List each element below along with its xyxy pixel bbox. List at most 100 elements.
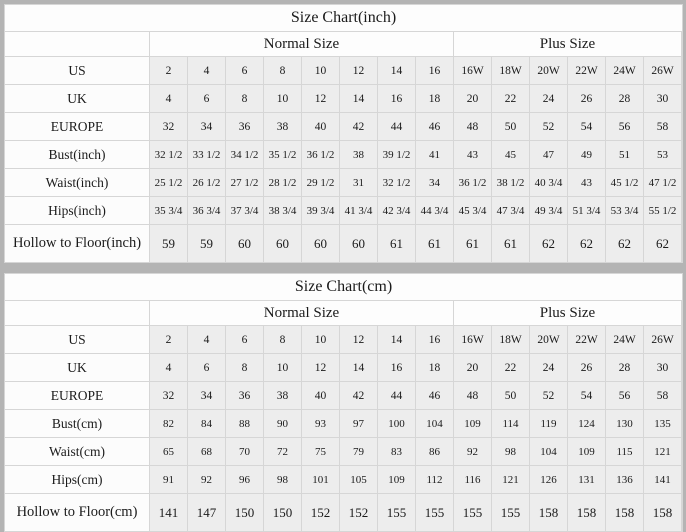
size-value-cell: 150 [263,493,302,532]
size-value-cell: 43 [453,140,492,169]
size-value-cell: 36 3/4 [187,196,226,225]
size-group-header-row: Normal Size Plus Size [4,300,684,326]
size-value-cell: 119 [529,409,568,438]
size-value-cell: 101 [301,465,340,494]
size-value-cell: 45 [491,140,530,169]
size-value-cell: 141 [149,493,188,532]
row-spacer-cell [680,224,684,263]
size-value-cell: 20W [529,325,568,354]
row-spacer-cell [680,493,684,532]
size-value-cell: 37 3/4 [225,196,264,225]
size-value-cell: 46 [415,112,454,141]
size-value-cell: 42 [339,381,378,410]
size-value-cell: 50 [491,381,530,410]
size-value-cell: 112 [415,465,454,494]
size-chart-row: EUROPE 32 34 36 38 40 42 44 46 48 50 52 54 56 58 [4,112,684,141]
size-value-cell: 58 [643,112,682,141]
size-value-cell: 34 [187,112,226,141]
size-value-cell: 62 [529,224,568,263]
size-value-cell: 114 [491,409,530,438]
size-value-cell: 72 [263,437,302,466]
size-value-cell: 6 [225,325,264,354]
size-value-cell: 12 [301,84,340,113]
size-value-cell: 28 [605,353,644,382]
size-value-cell: 50 [491,112,530,141]
row-spacer-cell [680,381,684,410]
row-label: Waist(cm) [4,437,150,466]
size-value-cell: 14 [377,56,416,85]
size-value-cell: 115 [605,437,644,466]
size-chart-table: Size Chart(inch) Normal Size Plus Size US 2 4… [3,4,684,263]
size-value-cell: 42 [339,112,378,141]
size-value-cell: 109 [453,409,492,438]
size-value-cell: 70 [225,437,264,466]
size-value-cell: 16 [415,56,454,85]
row-label: US [4,325,150,354]
size-value-cell: 34 [415,168,454,197]
size-value-cell: 98 [263,465,302,494]
size-value-cell: 26W [643,325,682,354]
row-spacer-cell [680,56,684,85]
size-value-cell: 90 [263,409,302,438]
size-value-cell: 60 [225,224,264,263]
size-value-cell: 20W [529,56,568,85]
size-value-cell: 54 [567,112,606,141]
size-value-cell: 4 [187,325,226,354]
size-value-cell: 36 [225,112,264,141]
size-value-cell: 38 3/4 [263,196,302,225]
row-label: Waist(inch) [4,168,150,197]
size-value-cell: 92 [187,465,226,494]
size-value-cell: 14 [339,353,378,382]
size-value-cell: 10 [301,56,340,85]
size-value-cell: 41 3/4 [339,196,378,225]
size-value-cell: 82 [149,409,188,438]
group-header-blank-cell [4,300,150,326]
row-label: EUROPE [4,112,150,141]
size-value-cell: 56 [605,112,644,141]
size-chart-row: US 2 4 6 8 10 12 14 16 16W 18W 20W 22W 24W 26W [4,56,684,85]
size-value-cell: 35 3/4 [149,196,188,225]
size-value-cell: 24 [529,84,568,113]
size-value-cell: 47 3/4 [491,196,530,225]
size-value-cell: 16 [415,325,454,354]
size-value-cell: 121 [643,437,682,466]
size-value-cell: 24W [605,56,644,85]
row-label: Bust(inch) [4,140,150,169]
size-chart-row: UK 4 6 8 10 12 14 16 18 20 22 24 26 28 30 [4,353,684,382]
row-spacer-cell [680,84,684,113]
size-value-cell: 26 [567,84,606,113]
size-value-cell: 16 [377,84,416,113]
size-value-cell: 155 [377,493,416,532]
size-value-cell: 2 [149,56,188,85]
size-value-cell: 12 [339,325,378,354]
size-value-cell: 20 [453,84,492,113]
size-value-cell: 44 [377,112,416,141]
row-label: Hollow to Floor(inch) [4,224,150,263]
row-label: Hollow to Floor(cm) [4,493,150,532]
size-value-cell: 158 [605,493,644,532]
size-value-cell: 52 [529,381,568,410]
row-spacer-cell [680,409,684,438]
size-value-cell: 14 [377,325,416,354]
size-value-cell: 62 [643,224,682,263]
size-value-cell: 34 [187,381,226,410]
row-spacer-cell [680,325,684,354]
size-value-cell: 100 [377,409,416,438]
size-chart-row: US 2 4 6 8 10 12 14 16 16W 18W 20W 22W 24W 26W [4,325,684,354]
row-spacer-cell [680,168,684,197]
size-value-cell: 28 [605,84,644,113]
size-value-cell: 18 [415,353,454,382]
size-value-cell: 49 [567,140,606,169]
size-value-cell: 51 3/4 [567,196,606,225]
size-group-header: Plus Size [453,300,682,326]
size-chart-row: Bust(cm) 82 84 88 90 93 97 100 104 109 114 119 124 13… [4,409,684,438]
size-value-cell: 26 [567,353,606,382]
row-label: UK [4,84,150,113]
size-value-cell: 10 [263,84,302,113]
size-value-cell: 28 1/2 [263,168,302,197]
size-value-cell: 104 [529,437,568,466]
row-label: Hips(inch) [4,196,150,225]
size-value-cell: 53 [643,140,682,169]
size-value-cell: 4 [187,56,226,85]
